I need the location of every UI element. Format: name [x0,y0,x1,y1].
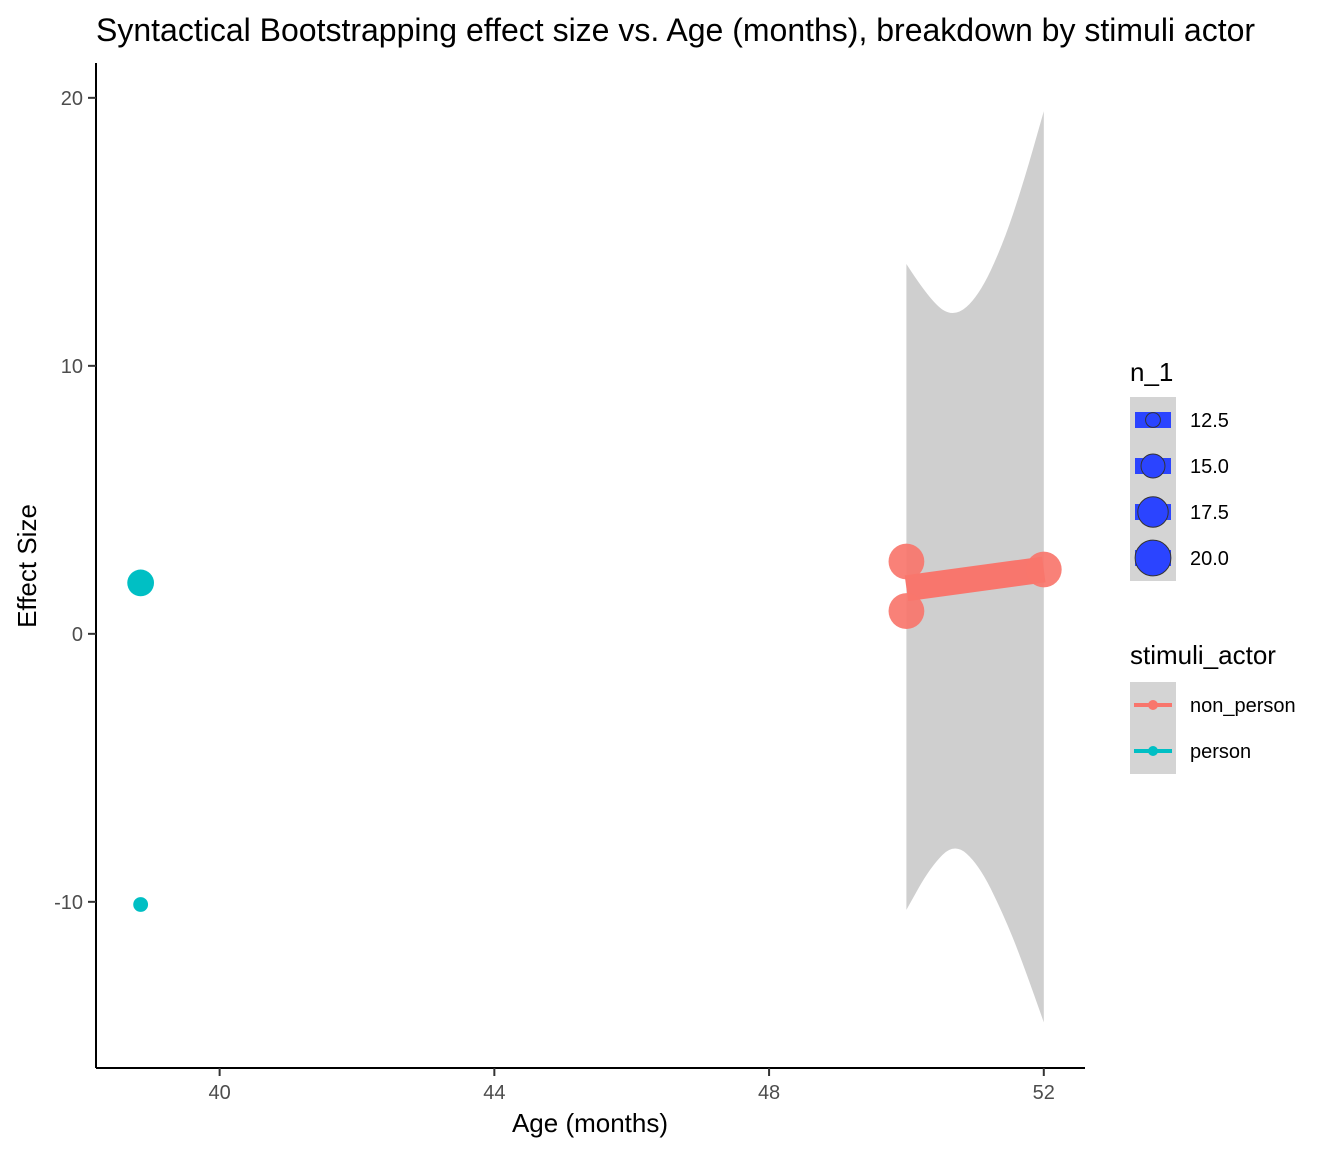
x-tick-label-48: 48 [758,1082,780,1104]
y-ticks: -10 0 10 20 [54,88,96,914]
data-point-non_person-3 [1025,551,1062,588]
legend-size-key-circle-3 [1137,496,1169,528]
trend-line-non_person [904,556,1046,602]
data-point-person-1 [127,569,155,597]
legend-size-label-1: 12.5 [1190,410,1229,432]
legend-size-key-circle-4 [1134,539,1172,577]
x-tick-label-44: 44 [483,1082,505,1104]
data-point-non_person-2 [888,593,925,629]
legend-size-label-2: 15.0 [1190,456,1229,478]
legend-color-key-point-2 [1148,746,1158,756]
legend-size-label-4: 20.0 [1190,548,1229,570]
y-tick-label-0: 0 [72,624,83,646]
legend-size-label-3: 17.5 [1190,502,1229,524]
legend-size-key-circle-1 [1145,412,1161,428]
legend-title-color: stimuli_actor [1130,640,1276,670]
y-tick-label-20: 20 [61,88,83,110]
legend-color-key-point-1 [1148,700,1158,710]
y-tick-label--10: -10 [54,892,83,914]
legend-color-label-2: person [1190,741,1251,763]
x-tick-label-52: 52 [1033,1082,1055,1104]
legend-title-size: n_1 [1130,357,1173,387]
legend: n_1 12.5 15.0 17.5 20.0 stimuli_actor non_pers… [1130,357,1296,774]
legend-size-key-circle-2 [1140,453,1166,479]
y-axis-title: Effect Size [12,504,42,628]
data-point-person-2 [133,897,149,912]
x-tick-label-40: 40 [209,1082,231,1104]
plot-area [127,111,1062,1023]
x-ticks: 40 44 48 52 [209,1068,1055,1104]
legend-color-label-1: non_person [1190,695,1296,717]
data-point-non_person-1 [888,543,925,580]
x-axis-title: Age (months) [512,1108,668,1138]
chart-title: Syntactical Bootstrapping effect size vs… [96,12,1255,48]
y-tick-label-10: 10 [61,356,83,378]
